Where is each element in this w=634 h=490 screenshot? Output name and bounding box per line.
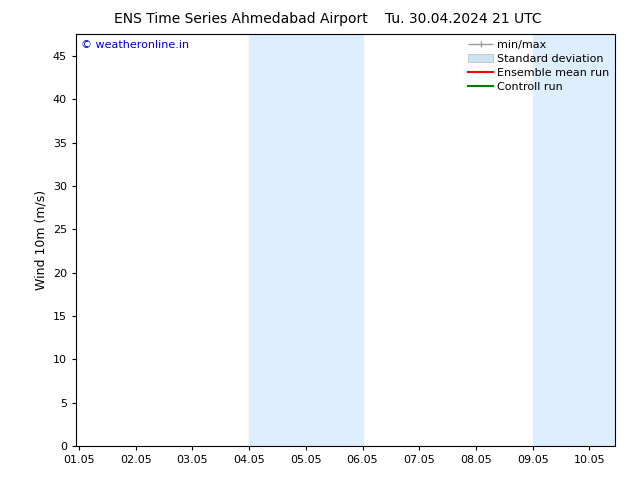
Y-axis label: Wind 10m (m/s): Wind 10m (m/s) [34,190,48,290]
Legend: min/max, Standard deviation, Ensemble mean run, Controll run: min/max, Standard deviation, Ensemble me… [466,38,612,94]
Text: ENS Time Series Ahmedabad Airport: ENS Time Series Ahmedabad Airport [114,12,368,26]
Bar [249,34,363,446]
Text: © weatheronline.in: © weatheronline.in [81,41,190,50]
Text: Tu. 30.04.2024 21 UTC: Tu. 30.04.2024 21 UTC [384,12,541,26]
Bar [533,34,615,446]
